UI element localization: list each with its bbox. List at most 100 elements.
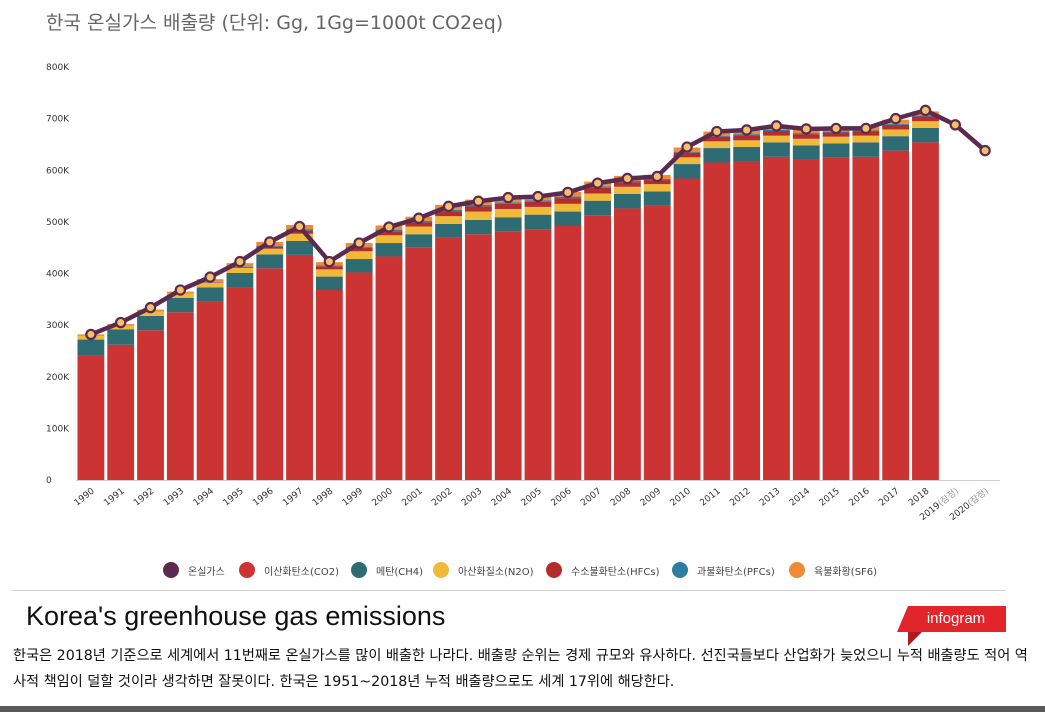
line-point [502,191,514,204]
legend-item[interactable]: 과불화탄소(PFCs) [672,559,775,581]
bar-segment [673,157,701,165]
line-point [860,122,872,135]
bar-segment [703,162,731,480]
bar-segment [286,233,313,241]
x-tick-label: 2000 [371,486,395,508]
line-point [472,195,485,207]
y-tick-label: 700K [46,115,70,125]
bar-segment [77,339,105,356]
bar-segment [912,127,939,143]
x-tick-label: 2006 [549,486,573,508]
bar-segment [405,222,433,227]
line-point [85,328,97,341]
line-point [889,112,902,125]
line-point [293,220,306,233]
legend-item[interactable]: 수소불화탄소(HFCs) [546,559,659,581]
bar-segment [196,301,224,480]
legend-label: 이산화탄소(CO2) [264,566,340,578]
legend-swatch [546,562,562,578]
bar-segment [912,116,939,122]
bar-segment [226,267,254,273]
bar-segment [524,214,552,230]
line-point [115,316,127,329]
bar-segment [614,182,641,187]
x-tick-label: 2010 [669,486,693,508]
badge-tail [908,632,922,646]
bar-segment [345,272,373,480]
x-tick-label: 1993 [162,486,186,508]
bar-segment [464,211,492,220]
y-tick-label: 600K [46,166,70,176]
bar-segment [882,136,910,151]
line-point [770,120,783,132]
line-point [979,144,991,157]
bar-segment [554,211,582,227]
legend-swatch [789,562,805,578]
bar-segment [673,164,701,179]
bar-segment [703,148,731,163]
bar-segment [822,143,850,158]
bar-segment [345,251,373,260]
legend-item[interactable]: 메탄(CH4) [351,559,423,581]
x-tick-label: 1995 [222,486,246,508]
legend-item[interactable]: 온실가스 [163,559,225,581]
bar-segment [882,129,910,137]
bar-segment [375,243,403,257]
line-point [413,212,425,224]
bar-segment [226,272,254,288]
bar-segment [464,234,492,480]
bar-segment [584,215,612,480]
bar-segment [315,276,343,291]
x-tick-label: 2018 [907,486,931,508]
bar-segment [912,142,939,480]
y-tick-label: 400K [46,270,70,280]
bar-segment [673,152,701,158]
bar-segment [315,269,343,277]
bar-segment [852,156,880,480]
line-point [830,122,842,135]
bar-segment [822,157,850,481]
line-point [562,186,574,199]
legend-item[interactable]: 이산화탄소(CO2) [239,559,339,581]
legend-item[interactable]: 아산화질소(N2O) [433,559,534,581]
bar-segment [435,211,462,217]
line-point [621,172,634,185]
bar-segment [435,237,462,480]
line-point [264,236,276,248]
bar-segment [375,235,403,244]
x-tick-label: 2017 [877,486,901,508]
bar-segment [196,287,224,302]
infogram-badge[interactable]: infogram [897,606,1007,646]
y-tick-label: 100K [46,424,70,434]
legend-item[interactable]: 육불화황(SF6) [789,559,877,581]
bar-segment [464,206,492,212]
bar-segment [196,282,224,288]
bar-segment [137,330,164,480]
legend-label: 온실가스 [188,566,225,578]
line-point [353,237,365,249]
bar-segment [763,156,790,480]
line-point [204,271,216,283]
bar-segment [584,200,612,216]
bar-segment [822,132,850,137]
legend-swatch [672,562,688,578]
bar-segment [584,193,612,201]
bar-segment [494,231,522,480]
bar-segment [524,229,552,480]
bar-segment [494,208,522,218]
bar-segment [852,135,880,143]
bar-segment [584,187,612,194]
y-tick-label: 800K [46,63,70,73]
x-tick-label: 2002 [430,486,454,508]
legend-label: 과불화탄소(PFCs) [697,566,775,578]
bar-segment [554,198,582,204]
x-tick-label: 2007 [579,486,603,508]
x-tick-label: 1999 [341,486,365,508]
badge-label: infogram [926,610,986,627]
bar-segment [763,135,790,143]
legend-label: 아산화질소(N2O) [458,566,534,578]
x-tick-label: 2001 [400,486,424,508]
section-divider [12,590,1006,591]
chart-legend: 온실가스 이산화탄소(CO2) 메탄(CH4) 아산화질소(N2O) 수소불화탄소(HF… [0,559,1045,581]
